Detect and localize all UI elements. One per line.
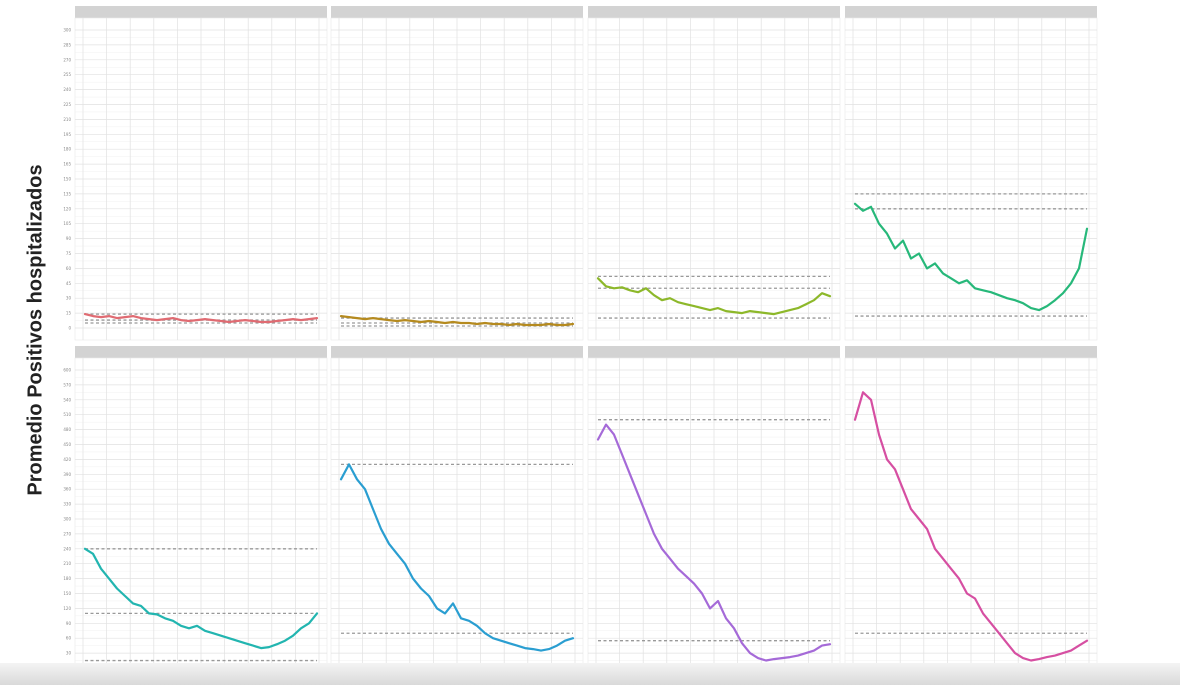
y-tick-label: 105 <box>63 221 71 226</box>
facet-strip <box>75 346 327 358</box>
bottom-fade-strip <box>0 663 1180 685</box>
facet-panel-7 <box>587 346 841 681</box>
y-tick-label: 120 <box>63 206 71 211</box>
series-line <box>853 391 1089 662</box>
facet-panel-2 <box>330 6 584 341</box>
y-tick-label: 120 <box>63 606 71 611</box>
y-tick-label: 270 <box>63 57 71 62</box>
facet-strip <box>588 6 840 18</box>
y-tick-label: 90 <box>66 236 72 241</box>
y-tick-label: 540 <box>63 397 71 402</box>
y-tick-label: 45 <box>66 281 72 286</box>
y-tick-label: 90 <box>66 621 72 626</box>
facet-strip <box>331 6 583 18</box>
y-tick-label: 570 <box>63 382 71 387</box>
y-tick-label: 30 <box>66 651 72 656</box>
y-tick-label: 210 <box>63 117 71 122</box>
y-tick-label: 225 <box>63 102 71 107</box>
y-tick-label: 360 <box>63 487 71 492</box>
series-line <box>83 547 319 650</box>
facet-panel-1: 0 15 30 45 60 75 90 105 120 135 150 165 180 195 210 225… <box>63 6 328 341</box>
y-tick-label: 210 <box>63 561 71 566</box>
y-tick-label: 180 <box>63 576 71 581</box>
y-tick-label: 330 <box>63 502 71 507</box>
y-tick-label: 420 <box>63 457 71 462</box>
y-tick-label: 180 <box>63 147 71 152</box>
y-tick-label: 0 <box>68 326 71 331</box>
y-tick-label: 480 <box>63 427 71 432</box>
y-tick-label: 60 <box>66 636 72 641</box>
y-tick-label: 240 <box>63 546 71 551</box>
y-tick-label: 60 <box>66 266 72 271</box>
y-tick-label: 510 <box>63 412 71 417</box>
y-tick-label: 165 <box>63 162 71 167</box>
y-tick-label: 600 <box>63 368 71 373</box>
y-tick-label: 285 <box>63 42 71 47</box>
y-tick-label: 240 <box>63 87 71 92</box>
y-tick-label: 390 <box>63 472 71 477</box>
facet-strip <box>845 6 1097 18</box>
y-tick-label: 300 <box>63 28 71 33</box>
facet-panel-8 <box>844 346 1098 681</box>
y-tick-label: 255 <box>63 72 71 77</box>
series-line <box>339 315 575 327</box>
y-tick-label: 135 <box>63 191 71 196</box>
facet-strip <box>331 346 583 358</box>
facet-strip <box>75 6 327 18</box>
series-line <box>596 423 832 662</box>
facet-panel-6 <box>330 346 584 681</box>
y-tick-label: 300 <box>63 517 71 522</box>
y-tick-label: 150 <box>63 177 71 182</box>
y-tick-label: 15 <box>66 311 72 316</box>
series-line <box>853 202 1089 312</box>
y-tick-label: 195 <box>63 132 71 137</box>
series-line <box>83 313 319 324</box>
y-tick-label: 75 <box>66 251 72 256</box>
facet-panel-3 <box>587 6 841 341</box>
series-line <box>339 463 575 652</box>
facet-strip <box>845 346 1097 358</box>
y-tick-label: 150 <box>63 591 71 596</box>
y-tick-label: 450 <box>63 442 71 447</box>
facet-panel-5: 0306090120150180210240270300330360390420… <box>63 346 328 681</box>
facet-strip <box>588 346 840 358</box>
facet-panel-4 <box>844 6 1098 341</box>
y-tick-label: 270 <box>63 531 71 536</box>
series-line <box>596 277 832 316</box>
y-tick-label: 30 <box>66 296 72 301</box>
